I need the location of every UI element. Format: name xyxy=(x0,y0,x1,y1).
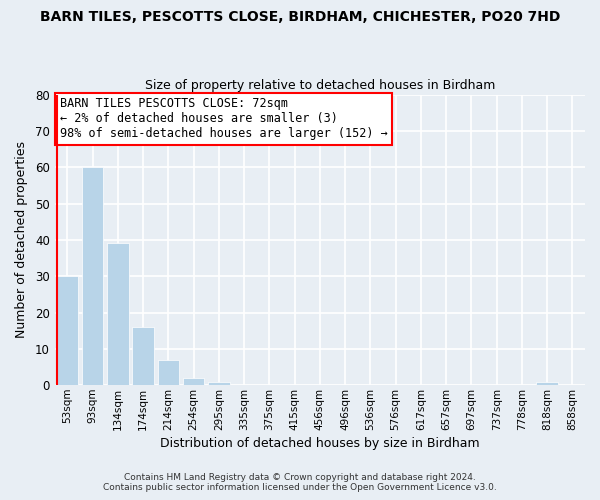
Y-axis label: Number of detached properties: Number of detached properties xyxy=(15,142,28,338)
Bar xyxy=(183,378,205,385)
X-axis label: Distribution of detached houses by size in Birdham: Distribution of detached houses by size … xyxy=(160,437,479,450)
Bar xyxy=(536,382,558,385)
Bar xyxy=(82,167,103,385)
Title: Size of property relative to detached houses in Birdham: Size of property relative to detached ho… xyxy=(145,79,495,92)
Bar xyxy=(158,360,179,385)
Bar xyxy=(56,276,78,385)
Text: Contains HM Land Registry data © Crown copyright and database right 2024.
Contai: Contains HM Land Registry data © Crown c… xyxy=(103,473,497,492)
Text: BARN TILES PESCOTTS CLOSE: 72sqm
← 2% of detached houses are smaller (3)
98% of : BARN TILES PESCOTTS CLOSE: 72sqm ← 2% of… xyxy=(60,98,388,140)
Bar xyxy=(208,382,230,385)
Bar xyxy=(107,244,128,385)
Text: BARN TILES, PESCOTTS CLOSE, BIRDHAM, CHICHESTER, PO20 7HD: BARN TILES, PESCOTTS CLOSE, BIRDHAM, CHI… xyxy=(40,10,560,24)
Bar xyxy=(133,327,154,385)
